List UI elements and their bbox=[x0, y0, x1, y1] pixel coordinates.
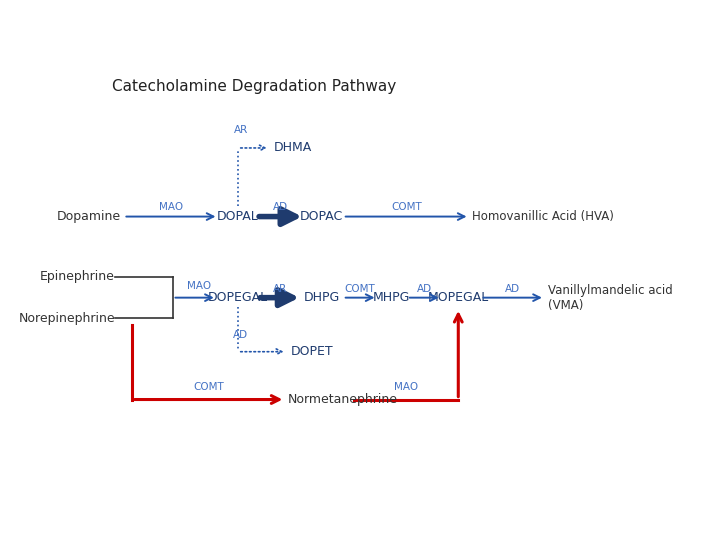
Text: MAO: MAO bbox=[159, 202, 183, 212]
Text: MAO: MAO bbox=[186, 281, 211, 291]
Text: MOPEGAL: MOPEGAL bbox=[428, 291, 489, 304]
Text: DOPET: DOPET bbox=[291, 345, 333, 358]
Text: DOPAC: DOPAC bbox=[300, 210, 343, 223]
Text: DHPG: DHPG bbox=[303, 291, 340, 304]
Text: DHMA: DHMA bbox=[274, 141, 312, 154]
Text: Norepinephrine: Norepinephrine bbox=[19, 312, 115, 325]
Text: Epinephrine: Epinephrine bbox=[40, 271, 115, 284]
Text: COMT: COMT bbox=[193, 382, 224, 392]
Text: DOPEGAL: DOPEGAL bbox=[208, 291, 268, 304]
Text: AD: AD bbox=[417, 284, 433, 294]
Text: Vanillylmandelic acid
(VMA): Vanillylmandelic acid (VMA) bbox=[547, 284, 672, 312]
Text: AR: AR bbox=[233, 125, 248, 136]
Text: AD: AD bbox=[274, 202, 289, 212]
Text: Catecholamine Degradation Pathway: Catecholamine Degradation Pathway bbox=[112, 79, 397, 94]
Text: COMT: COMT bbox=[345, 284, 375, 294]
Text: MAO: MAO bbox=[394, 382, 418, 392]
Text: COMT: COMT bbox=[391, 202, 422, 212]
Text: AR: AR bbox=[273, 284, 287, 294]
Text: MHPG: MHPG bbox=[373, 291, 410, 304]
Text: AD: AD bbox=[505, 284, 521, 294]
Text: Dopamine: Dopamine bbox=[57, 210, 121, 223]
Text: Homovanillic Acid (HVA): Homovanillic Acid (HVA) bbox=[472, 210, 614, 223]
Text: Normetanephrine: Normetanephrine bbox=[288, 393, 398, 406]
Text: DOPAL: DOPAL bbox=[217, 210, 258, 223]
Text: AD: AD bbox=[233, 330, 248, 340]
